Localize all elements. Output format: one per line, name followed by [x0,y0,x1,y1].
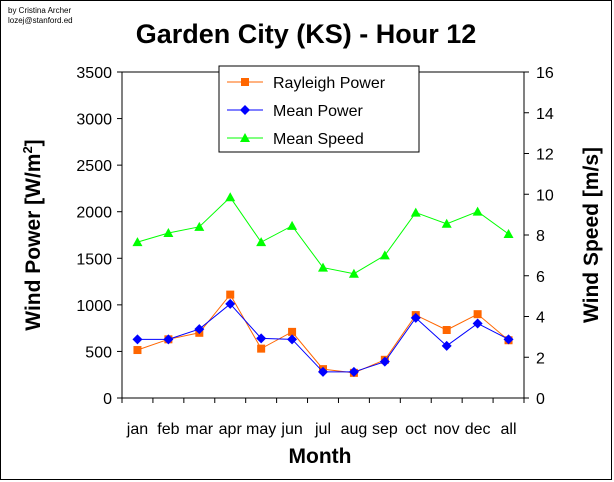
left-tick-label: 1500 [76,251,112,268]
data-point [226,290,235,299]
data-point [257,344,266,353]
data-point [163,334,174,345]
left-axis-label-text: Wind Power [W/m [22,154,45,331]
x-tick-label: aug [341,421,368,438]
x-tick-label: sep [372,421,398,438]
right-tick-label: 14 [536,106,554,123]
data-point [348,268,359,278]
x-tick-label: may [246,421,276,438]
x-axis-label: Month [289,445,352,468]
legend-label: Mean Speed [273,131,364,148]
left-axis-label-end: ] [22,139,45,146]
data-point [194,324,205,335]
chart-title: Garden City (KS) - Hour 12 [136,19,477,49]
data-point [472,318,483,329]
data-point [287,334,298,345]
data-point [288,327,297,336]
data-point [225,298,236,309]
right-tick-label: 16 [536,65,554,82]
series-1 [132,298,514,377]
data-point [441,340,452,351]
right-axis: 0 2 4 6 8 10 12 14 16 [524,65,554,408]
data-point [318,366,328,377]
data-point [287,220,298,230]
data-point [132,334,143,345]
legend: Rayleigh Power Mean Power Mean Speed [218,65,420,153]
data-point [442,326,451,335]
x-tick-label: feb [157,421,179,438]
data-point [163,227,174,237]
data-point [379,356,390,367]
data-point [194,221,205,231]
legend-label: Rayleigh Power [273,75,386,92]
legend-swatch-marker [240,105,250,115]
credit-email: lozej@stanford.ed [8,16,73,25]
legend-item: Rayleigh Power [227,75,386,92]
x-tick-label: apr [219,421,243,438]
left-tick-label: 3500 [76,65,112,82]
x-tick-label: all [501,421,517,438]
legend-swatch-marker [241,78,249,86]
x-tick-label: mar [186,421,214,438]
right-tick-label: 8 [536,228,545,245]
legend-swatch-marker [240,133,250,142]
data-point [225,192,236,202]
data-point [503,228,514,238]
legend-item: Mean Power [227,103,363,120]
legend-label: Mean Power [273,103,363,120]
legend-item: Mean Speed [227,131,364,148]
author-credit: by Cristina Archer lozej@stanford.ed [8,6,73,26]
data-point [256,333,267,344]
right-tick-label: 6 [536,269,545,286]
data-point [473,310,482,319]
series-layer [132,192,514,377]
left-tick-label: 0 [103,391,112,408]
left-tick-label: 500 [85,344,112,361]
right-tick-label: 12 [536,147,554,164]
data-point [503,334,514,345]
right-tick-label: 2 [536,350,545,367]
x-axis: jan feb mar apr may jun jul aug sep oct nov dec all [121,398,525,438]
data-point [318,262,328,272]
data-point [379,250,390,260]
left-tick-label: 1000 [76,298,112,315]
x-tick-label: dec [465,421,491,438]
left-axis: 0 500 1000 1500 2000 2500 3000 3500 [76,65,122,408]
data-point [133,346,142,355]
x-tick-label: jul [314,421,331,438]
data-point [472,206,483,216]
x-tick-label: oct [405,421,427,438]
left-axis-label: Wind Power [W/m2] [20,139,45,330]
right-tick-label: 4 [536,310,545,327]
legend-box [218,65,420,153]
x-tick-label: jan [126,421,148,438]
left-axis-label-superscript: 2 [20,146,35,153]
data-point [132,237,143,247]
data-point [410,207,421,217]
data-point [410,312,421,323]
x-tick-label: nov [434,421,460,438]
right-axis-label: Wind Speed [m/s] [580,147,603,323]
left-tick-label: 3000 [76,112,112,129]
data-point [441,218,452,228]
right-tick-label: 10 [536,187,554,204]
left-tick-label: 2500 [76,158,112,175]
series-2 [132,192,514,278]
left-tick-label: 2000 [76,205,112,222]
data-point [256,237,267,247]
credit-author: by Cristina Archer [8,6,72,15]
x-tick-label: jun [280,421,302,438]
right-tick-label: 0 [536,391,545,408]
data-point [348,366,359,377]
